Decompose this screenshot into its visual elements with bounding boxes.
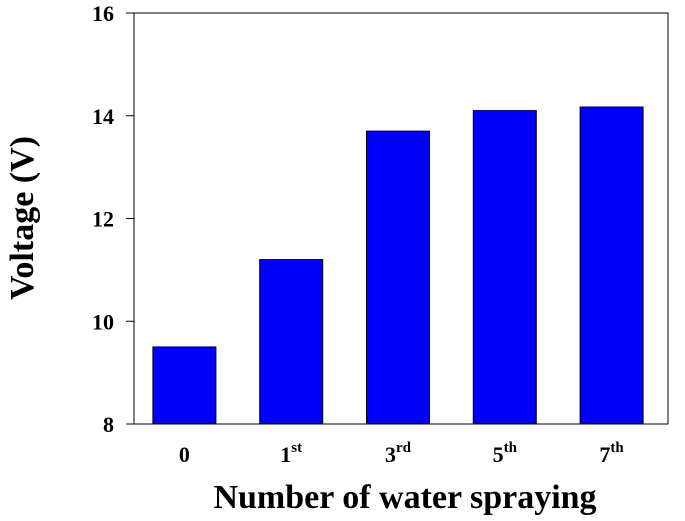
y-tick-label: 14 [92, 104, 114, 129]
x-tick-label: 0 [179, 442, 190, 467]
y-tick-label: 10 [92, 309, 114, 334]
bar [579, 106, 644, 425]
bar [472, 110, 537, 425]
x-tick-label: 7th [599, 440, 624, 467]
y-tick-label: 16 [92, 1, 114, 26]
y-tick-label: 8 [103, 412, 114, 437]
bar [152, 346, 217, 425]
y-axis-title: Voltage (V) [4, 136, 41, 300]
x-axis-title: Number of water spraying [213, 479, 596, 516]
y-tick-label: 12 [92, 207, 114, 232]
bar [365, 130, 431, 425]
x-tick-label: 3rd [385, 440, 412, 467]
x-tick-label: 5th [493, 440, 518, 467]
x-tick-label: 1st [280, 440, 302, 467]
plot-frame [133, 12, 669, 425]
bar [259, 259, 324, 425]
